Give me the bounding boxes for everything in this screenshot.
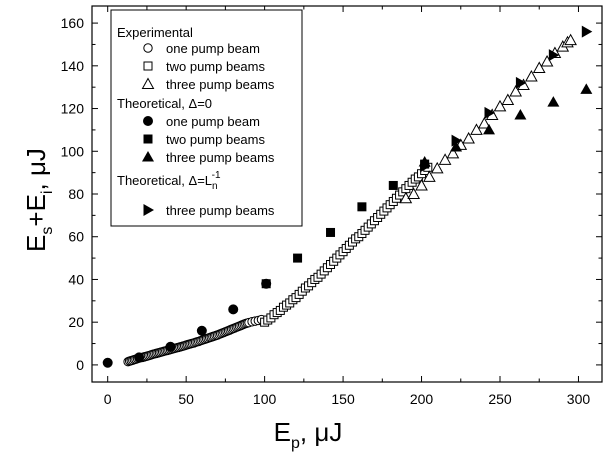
data-point <box>430 161 444 174</box>
y-tick-label: 120 <box>61 101 85 117</box>
legend-item-exp-two: two pump beams <box>166 59 265 74</box>
data-point <box>514 108 527 120</box>
data-point <box>581 25 593 38</box>
data-point <box>293 253 303 263</box>
data-point <box>407 187 421 199</box>
legend-item-th-three: three pump beams <box>166 150 275 165</box>
legend-item-th-one: one pump beam <box>166 114 260 129</box>
data-point <box>388 180 398 190</box>
data-point <box>357 202 367 212</box>
y-tick-label: 100 <box>61 143 85 159</box>
series-open-circle <box>123 314 267 367</box>
data-point <box>450 141 463 152</box>
data-point <box>564 33 577 46</box>
data-point <box>580 83 593 94</box>
legend: Experimental one pump beam two pump beam… <box>110 9 303 227</box>
legend-marker-open-circle <box>143 43 153 53</box>
x-tick-label: 250 <box>488 391 512 407</box>
data-point <box>493 99 507 112</box>
legend-group-experimental-title: Experimental <box>117 25 193 40</box>
data-point <box>515 76 527 89</box>
x-tick-label: 50 <box>178 391 194 407</box>
data-point <box>509 84 523 97</box>
series-open-triangle <box>399 33 577 204</box>
y-tick-label: 140 <box>61 58 85 74</box>
legend-item-ln-three: three pump beams <box>166 203 275 218</box>
data-point <box>415 178 428 191</box>
data-point <box>423 170 436 182</box>
data-point <box>483 123 496 135</box>
data-point <box>165 341 176 352</box>
legend-marker-filled-circle <box>143 116 153 126</box>
legend-marker-filled-right-triangle <box>143 204 154 216</box>
x-tick-label: 150 <box>331 391 355 407</box>
legend-item-exp-three: three pump beams <box>166 77 275 92</box>
legend-group-theory-ln-title: Theoretical, Δ=Ln-1 <box>117 170 221 192</box>
data-point <box>446 146 460 159</box>
legend-symbol <box>143 116 153 126</box>
y-axis-title: Es+Ei, μJ <box>21 148 56 252</box>
data-point <box>548 49 560 62</box>
x-axis-title: Ep, μJ <box>274 417 343 452</box>
y-tick-label: 20 <box>68 314 84 330</box>
data-point <box>228 304 239 315</box>
data-point <box>532 61 546 73</box>
data-point <box>451 134 463 147</box>
legend-item-exp-one: one pump beam <box>166 41 260 56</box>
data-point <box>477 116 491 129</box>
legend-symbol <box>143 204 154 216</box>
legend-marker-filled-square <box>143 134 153 144</box>
legend-group-theory0-title: Theoretical, Δ=0 <box>117 96 212 111</box>
x-tick-label: 100 <box>253 391 277 407</box>
legend-marker-open-triangle <box>141 77 155 89</box>
data-point <box>484 106 496 119</box>
y-tick-label: 80 <box>68 186 84 202</box>
y-tick-label: 0 <box>76 357 84 373</box>
data-point <box>462 131 475 144</box>
tick-labels: 0 50 100 150 200 250 300 0 20 40 60 80 100 120 140 160 <box>61 15 591 407</box>
data-layer <box>102 25 593 368</box>
legend-symbol <box>143 134 153 144</box>
data-point <box>420 160 431 173</box>
legend-marker-filled-triangle <box>142 151 154 162</box>
data-point <box>261 279 271 289</box>
data-point <box>102 357 113 368</box>
x-tick-label: 200 <box>410 391 434 407</box>
data-point <box>525 69 538 82</box>
data-point <box>438 153 452 165</box>
data-point <box>547 96 560 107</box>
legend-symbol <box>141 77 155 89</box>
x-tick-label: 0 <box>104 391 112 407</box>
x-tick-label: 300 <box>567 391 591 407</box>
data-point <box>326 227 336 237</box>
legend-item-th-two: two pump beams <box>166 132 265 147</box>
data-point <box>134 352 145 363</box>
data-point <box>540 55 554 67</box>
data-point <box>196 325 207 336</box>
y-tick-label: 160 <box>61 15 85 31</box>
legend-box <box>110 9 303 227</box>
y-tick-label: 60 <box>68 229 84 245</box>
data-point <box>470 123 483 135</box>
legend-symbol <box>143 43 153 53</box>
data-point <box>501 93 515 105</box>
series-filled-triangle <box>418 83 593 167</box>
legend-symbol <box>143 61 153 71</box>
series-filled-right-triangle <box>420 25 593 173</box>
legend-symbol <box>142 151 154 162</box>
legend-marker-open-square <box>143 61 153 71</box>
y-tick-label: 40 <box>68 271 84 287</box>
